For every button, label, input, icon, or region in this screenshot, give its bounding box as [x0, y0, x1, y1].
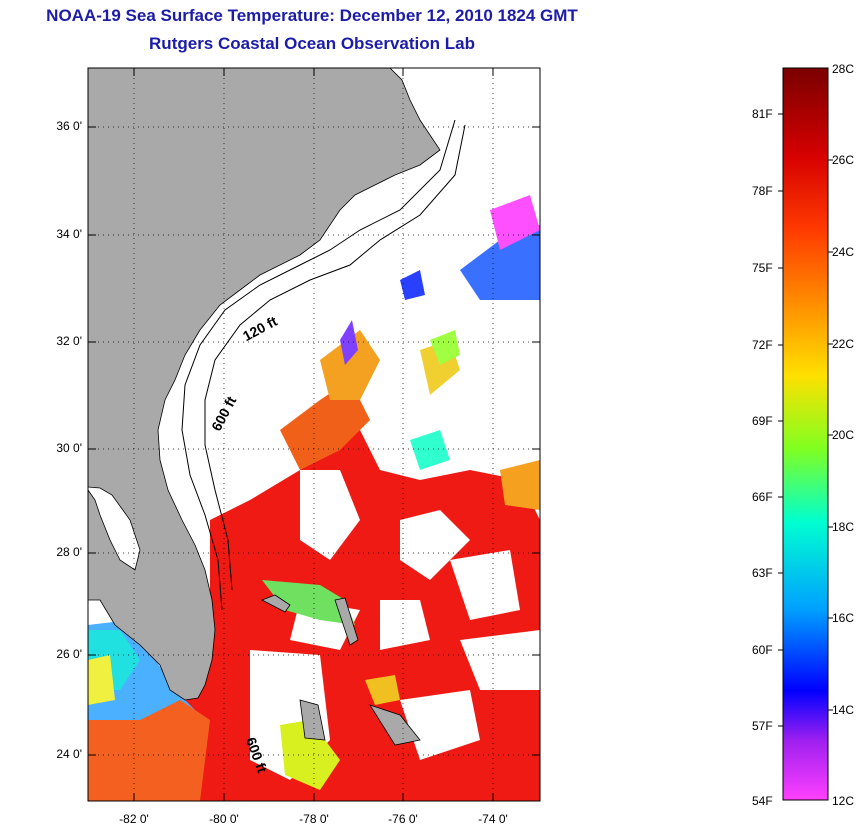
colorbar-label-63f: 63F: [752, 566, 773, 580]
colorbar-label-54f: 54F: [752, 794, 773, 808]
colorbar-label-78f: 78F: [752, 184, 773, 198]
colorbar-label-72f: 72F: [752, 338, 773, 352]
colorbar-label-16c: 16C: [832, 611, 855, 625]
lat-label-36: 36 0': [56, 119, 82, 133]
colorbar-label-20c: 20C: [832, 428, 855, 442]
cloud-cover: [140, 470, 540, 790]
lon-label-76: -76 0': [388, 812, 418, 826]
colorbar-label-75f: 75F: [752, 261, 773, 275]
lon-label-80: -80 0': [209, 812, 239, 826]
land-mass: [88, 68, 441, 701]
colorbar-label-69f: 69F: [752, 414, 773, 428]
colorbar-label-24c: 24C: [832, 245, 855, 259]
colorbar-label-26c: 26C: [832, 153, 855, 167]
lon-label-78: -78 0': [299, 812, 329, 826]
lat-label-24: 24 0': [56, 747, 82, 761]
colorbar-label-66f: 66F: [752, 490, 773, 504]
colorbar: [782, 67, 829, 801]
lat-label-30: 30 0': [56, 441, 82, 455]
colorbar-label-12c: 12C: [832, 794, 855, 808]
lat-label-26: 26 0': [56, 647, 82, 661]
lat-label-32: 32 0': [56, 334, 82, 348]
graticule: [88, 68, 540, 801]
map-frame: [88, 68, 540, 801]
lat-label-28: 28 0': [56, 545, 82, 559]
colorbar-label-60f: 60F: [752, 643, 773, 657]
colorbar-label-22c: 22C: [832, 337, 855, 351]
colorbar-label-28c: 28C: [832, 62, 855, 76]
colorbar-label-18c: 18C: [832, 520, 855, 534]
lon-label-74: -74 0': [478, 812, 508, 826]
axis-ticks: [88, 68, 540, 801]
map-subtitle: Rutgers Coastal Ocean Observation Lab: [149, 34, 475, 53]
colorbar-label-81f: 81F: [752, 107, 773, 121]
colorbar-label-14c: 14C: [832, 703, 855, 717]
colorbar-label-57f: 57F: [752, 719, 773, 733]
colorbar-ticks: [778, 113, 833, 727]
lat-label-34: 34 0': [56, 227, 82, 241]
map-title: NOAA-19 Sea Surface Temperature: Decembe…: [46, 6, 578, 25]
lon-label-82: -82 0': [119, 812, 149, 826]
